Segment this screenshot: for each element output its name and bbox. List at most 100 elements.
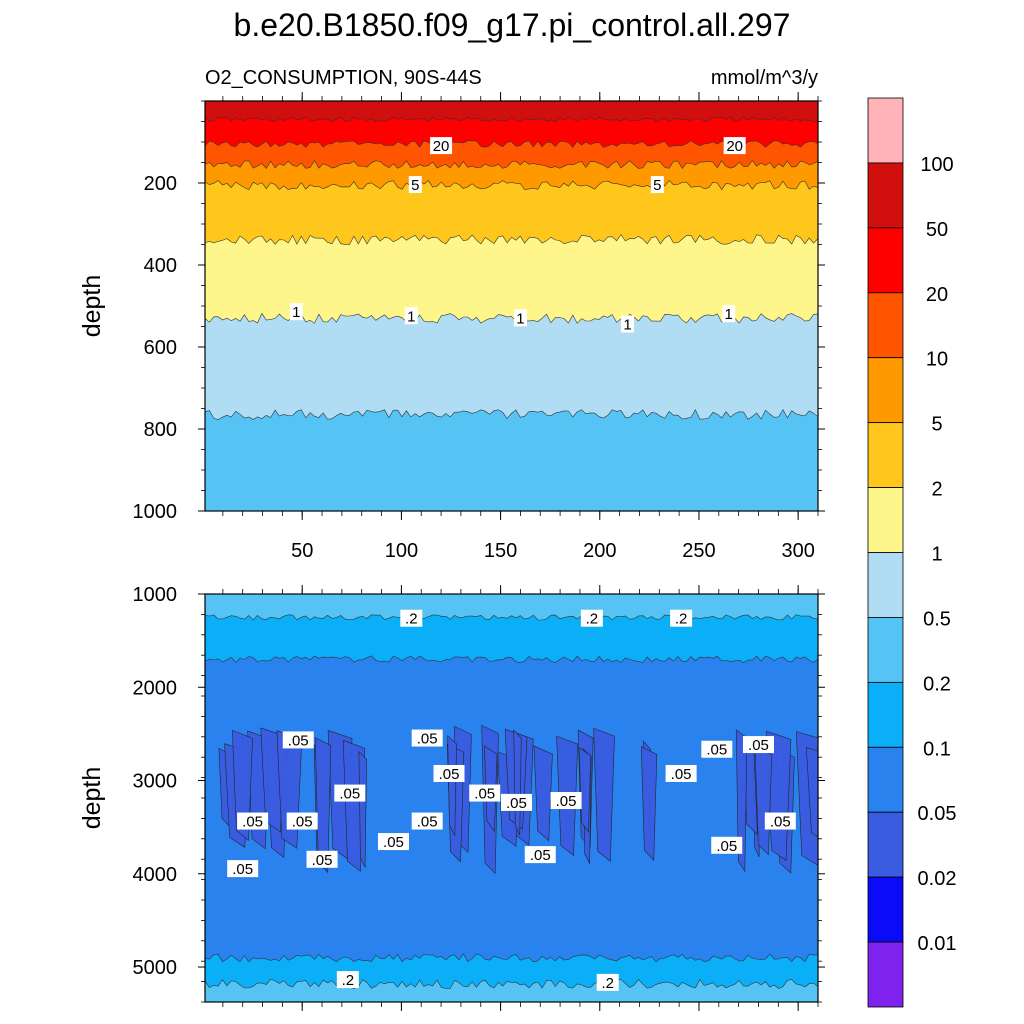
contour-label: .05 bbox=[286, 812, 318, 831]
contour-band bbox=[205, 409, 818, 511]
x-tick-label: 50 bbox=[291, 540, 313, 562]
y-tick-label: 200 bbox=[144, 173, 177, 195]
svg-text:.05: .05 bbox=[556, 793, 577, 810]
svg-text:.05: .05 bbox=[748, 737, 769, 754]
contour-label: .05 bbox=[665, 764, 697, 783]
contour-band bbox=[205, 978, 818, 1002]
contour-label: .05 bbox=[433, 764, 465, 783]
svg-text:.05: .05 bbox=[474, 786, 495, 803]
svg-text:.05: .05 bbox=[417, 814, 438, 831]
svg-text:.05: .05 bbox=[312, 852, 333, 869]
y-tick-label: 1000 bbox=[133, 584, 178, 606]
contour-label: .05 bbox=[306, 850, 338, 869]
svg-text:.2: .2 bbox=[586, 611, 599, 628]
colorbar-label: 100 bbox=[920, 154, 953, 176]
svg-text:.2: .2 bbox=[601, 975, 614, 992]
svg-text:.05: .05 bbox=[417, 731, 438, 748]
colorbar-label: 20 bbox=[926, 284, 948, 306]
low-value-patch bbox=[593, 727, 615, 862]
colorbar-swatch bbox=[867, 811, 904, 878]
contour-label: .05 bbox=[411, 729, 443, 748]
colorbar-label: 0.1 bbox=[923, 738, 951, 760]
low-value-patch bbox=[358, 750, 367, 868]
contour-label: .05 bbox=[227, 860, 259, 878]
y-tick-label: 2000 bbox=[133, 677, 178, 699]
svg-text:5: 5 bbox=[411, 177, 419, 194]
colorbar-label: 0.2 bbox=[923, 673, 951, 695]
svg-text:.05: .05 bbox=[232, 861, 253, 878]
colorbar-label: 0.5 bbox=[923, 608, 951, 630]
lower-panel: .2 .2 .2 .2 .2 .05 .05 .05 .05 .05 .05 .05 .05 .05 .05… bbox=[78, 584, 825, 1011]
contour-label: .05 bbox=[237, 812, 269, 831]
y-tick-label: 800 bbox=[144, 419, 177, 441]
y-tick-label: 4000 bbox=[133, 864, 178, 886]
contour-label: 1 bbox=[722, 305, 736, 323]
svg-text:.05: .05 bbox=[242, 814, 263, 831]
contour-label: .2 bbox=[580, 609, 603, 628]
contour-label: 1 bbox=[621, 315, 635, 333]
y-tick-label: 1000 bbox=[133, 501, 178, 523]
x-tick-label: 100 bbox=[385, 540, 418, 562]
svg-text:20: 20 bbox=[726, 138, 743, 155]
svg-text:1: 1 bbox=[725, 306, 733, 323]
contour-label: .05 bbox=[711, 836, 743, 855]
svg-text:1: 1 bbox=[516, 310, 524, 327]
variable-label: O2_CONSUMPTION, 90S-44S bbox=[205, 67, 482, 89]
low-value-patch bbox=[533, 745, 553, 842]
x-tick-label: 150 bbox=[484, 540, 517, 562]
svg-text:.05: .05 bbox=[383, 834, 404, 851]
x-tick-label: 300 bbox=[781, 540, 814, 562]
low-value-patch bbox=[805, 747, 818, 838]
contour-label: .2 bbox=[670, 609, 693, 628]
colorbar-swatch bbox=[867, 746, 904, 813]
colorbar-swatch bbox=[867, 941, 904, 1008]
colorbar-swatch bbox=[867, 162, 904, 229]
colorbar-label: 50 bbox=[926, 219, 948, 241]
low-value-patch bbox=[640, 745, 658, 861]
contour-label: .05 bbox=[334, 784, 366, 803]
colorbar-swatch bbox=[867, 617, 904, 683]
contour-label: 1 bbox=[404, 307, 418, 325]
colorbar-swatch bbox=[867, 552, 904, 618]
colorbar-label: 10 bbox=[926, 349, 948, 371]
svg-text:.05: .05 bbox=[292, 814, 313, 831]
contour-label: .05 bbox=[550, 792, 582, 810]
colorbar-label: 0.02 bbox=[918, 868, 957, 890]
svg-text:1: 1 bbox=[623, 316, 631, 333]
colorbar-swatch bbox=[867, 97, 904, 164]
contour-label: .05 bbox=[742, 736, 774, 754]
colorbar-label: 5 bbox=[931, 414, 942, 436]
contour-label: .05 bbox=[411, 812, 443, 831]
svg-text:.2: .2 bbox=[342, 972, 355, 989]
svg-text:.05: .05 bbox=[530, 847, 551, 864]
y-tick-label: 3000 bbox=[133, 771, 178, 793]
contour-label: .05 bbox=[524, 846, 556, 864]
x-tick-label: 200 bbox=[583, 540, 616, 562]
contour-label: .05 bbox=[701, 740, 733, 759]
svg-text:.05: .05 bbox=[288, 732, 309, 749]
contour-label: .05 bbox=[282, 731, 314, 749]
colorbar-swatch bbox=[867, 422, 904, 488]
svg-text:.05: .05 bbox=[716, 838, 737, 855]
contour-label: .2 bbox=[336, 971, 359, 989]
colorbar-label: 1 bbox=[931, 544, 942, 566]
y-tick-label: 5000 bbox=[133, 957, 178, 979]
x-tick-label: 250 bbox=[682, 540, 715, 562]
y-axis-label: depth bbox=[78, 275, 106, 338]
contour-label: .05 bbox=[500, 793, 532, 812]
svg-text:.05: .05 bbox=[770, 814, 791, 831]
y-tick-label: 400 bbox=[144, 255, 177, 277]
contour-label: .2 bbox=[596, 973, 619, 992]
colorbar-swatch bbox=[867, 227, 904, 294]
svg-text:.05: .05 bbox=[506, 795, 527, 812]
low-value-patch bbox=[447, 735, 457, 837]
colorbar-swatch bbox=[867, 357, 904, 424]
low-value-patch bbox=[735, 729, 748, 873]
colorbar-swatch bbox=[867, 681, 904, 748]
colorbar-swatch bbox=[867, 876, 904, 943]
svg-text:5: 5 bbox=[653, 177, 661, 194]
svg-text:.05: .05 bbox=[671, 766, 692, 783]
svg-text:.05: .05 bbox=[706, 742, 727, 759]
colorbar-swatch bbox=[867, 292, 904, 359]
